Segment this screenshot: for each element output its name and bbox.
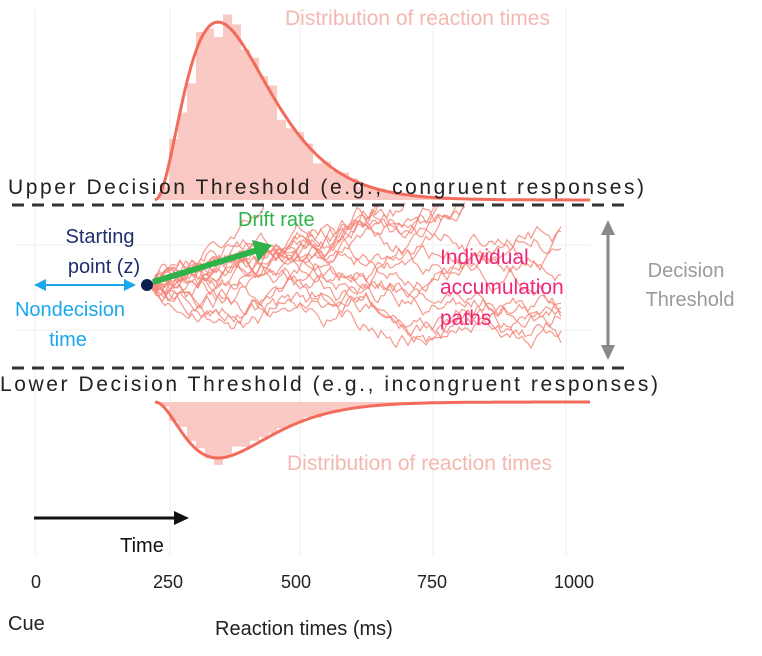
lower-threshold-label: Lower Decision Threshold (e.g., incongru… — [0, 373, 658, 396]
cue-label: Cue — [8, 613, 45, 635]
histogram-bar — [196, 402, 205, 449]
histogram-bar — [313, 163, 322, 200]
histogram-bar — [358, 186, 367, 200]
histogram-bar — [340, 402, 349, 410]
accumulation-path — [149, 284, 562, 350]
x-axis-label: Reaction times (ms) — [215, 618, 393, 640]
accumulation-paths — [149, 202, 562, 350]
histogram-bar — [241, 402, 250, 448]
histogram-bar — [313, 402, 322, 418]
histogram-bar — [403, 194, 412, 200]
paths-label-2: accumulation — [440, 276, 564, 299]
histogram-bar — [349, 178, 358, 200]
histogram-bar — [232, 402, 241, 447]
x-tick-750: 750 — [417, 572, 447, 592]
histogram-bar — [367, 402, 376, 406]
histogram-bar — [196, 32, 205, 200]
drift-rate-label: Drift rate — [238, 209, 315, 231]
histogram-bar — [277, 402, 286, 429]
paths-label-3: paths — [440, 307, 491, 330]
time-label: Time — [120, 535, 164, 557]
histogram-bar — [367, 187, 376, 200]
histogram-bar — [241, 49, 250, 200]
x-tick-0: 0 — [31, 572, 41, 592]
starting-point-label-2: point (z) — [68, 256, 140, 278]
histogram-bar — [331, 170, 340, 200]
upper-threshold-label: Upper Decision Threshold (e.g., congruen… — [8, 176, 644, 199]
histogram-bar — [268, 85, 277, 200]
histogram-bar — [268, 402, 277, 434]
histogram-bar — [304, 402, 313, 418]
accumulation-path — [149, 230, 562, 295]
nondecision-arrow — [34, 279, 136, 291]
histogram-bar — [358, 402, 367, 407]
histogram-bar — [295, 132, 304, 200]
histogram-bar — [178, 402, 187, 428]
histogram-bar — [259, 402, 268, 438]
histogram-bar — [376, 188, 385, 200]
histogram-bar — [331, 402, 340, 413]
histogram-bar — [259, 76, 268, 200]
histogram-bar — [232, 24, 241, 201]
histogram-bar — [223, 402, 232, 456]
histogram-bar — [160, 187, 169, 200]
histogram-bar — [187, 83, 196, 200]
histogram-bar — [322, 161, 331, 200]
accumulation-path — [149, 284, 562, 344]
accumulation-path — [149, 206, 265, 289]
time-arrow — [34, 511, 189, 525]
paths-label-1: Individual — [440, 246, 529, 269]
lower-histogram — [160, 402, 448, 465]
histogram-bar — [340, 172, 349, 200]
histogram-bar — [187, 402, 196, 441]
upper-histogram — [160, 14, 583, 201]
lower-distribution-label: Distribution of reaction times — [287, 452, 552, 475]
histogram-bar — [214, 402, 223, 465]
decision-threshold-arrow — [601, 220, 615, 360]
histogram-bar — [214, 37, 223, 200]
accumulation-path — [149, 244, 562, 310]
lower-distribution-curve — [154, 400, 590, 460]
starting-point-dot — [141, 279, 153, 291]
histogram-bar — [385, 191, 394, 200]
decision-threshold-label-1: Decision — [648, 260, 725, 282]
histogram-bar — [286, 402, 295, 426]
histogram-bar — [250, 402, 259, 441]
histogram-bar — [394, 193, 403, 200]
histogram-bar — [160, 402, 169, 407]
histogram-bar — [205, 28, 214, 201]
histogram-bar — [178, 112, 187, 200]
histogram-bar — [223, 14, 232, 200]
histogram-bar — [169, 402, 178, 422]
histogram-bar — [349, 402, 358, 409]
histogram-bar — [295, 402, 304, 423]
x-tick-500: 500 — [281, 572, 311, 592]
accumulation-path — [149, 202, 466, 307]
starting-point-label-1: Starting — [66, 226, 135, 248]
histogram-bar — [250, 57, 259, 200]
histogram-bar — [286, 128, 295, 200]
x-tick-250: 250 — [153, 572, 183, 592]
histogram-bar — [205, 402, 214, 459]
decision-threshold-label-2: Threshold — [646, 289, 735, 311]
histogram-bar — [322, 402, 331, 414]
upper-distribution-label: Distribution of reaction times — [285, 7, 550, 30]
nondecision-label-2: time — [49, 329, 87, 351]
histogram-bar — [304, 143, 313, 200]
upper-distribution-curve — [154, 20, 590, 202]
x-tick-1000: 1000 — [554, 572, 594, 592]
histogram-bar — [277, 119, 286, 200]
accumulation-path — [149, 263, 562, 337]
drift-rate-arrow — [152, 240, 272, 285]
histogram-bar — [412, 195, 421, 200]
histogram-bar — [169, 138, 178, 200]
nondecision-label-1: Nondecision — [15, 299, 125, 321]
